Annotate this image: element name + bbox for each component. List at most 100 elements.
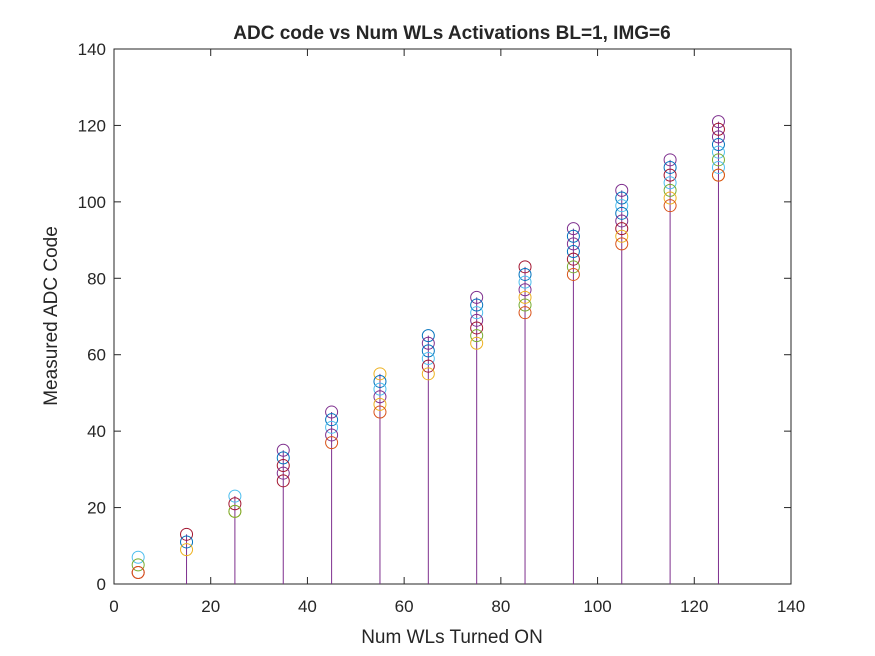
data-point <box>566 245 580 259</box>
x-tick-label: 60 <box>395 597 414 616</box>
data-point <box>325 413 339 427</box>
data-point <box>325 420 339 434</box>
x-tick-label: 20 <box>201 597 220 616</box>
data-point <box>276 459 290 473</box>
data-point <box>470 290 484 304</box>
data-point <box>615 191 629 205</box>
data-point <box>470 313 484 327</box>
x-tick-label: 100 <box>583 597 611 616</box>
data-point <box>518 267 532 281</box>
data-point <box>421 367 435 381</box>
data-point <box>373 382 387 396</box>
data-point <box>180 527 194 541</box>
data-markers <box>131 115 725 580</box>
data-point <box>711 145 725 159</box>
x-tick-label: 120 <box>680 597 708 616</box>
x-tick-label: 40 <box>298 597 317 616</box>
data-point <box>518 290 532 304</box>
data-point <box>615 237 629 251</box>
y-tick-label: 80 <box>87 269 106 288</box>
data-point <box>615 183 629 197</box>
data-point <box>228 489 242 503</box>
y-tick-label: 140 <box>78 40 106 59</box>
data-point <box>615 222 629 236</box>
y-axis-label: Measured ADC Code <box>41 226 62 406</box>
data-point <box>276 443 290 457</box>
data-point <box>518 298 532 312</box>
data-point <box>421 336 435 350</box>
data-point <box>276 466 290 480</box>
data-point <box>131 550 145 564</box>
data-point <box>711 153 725 167</box>
data-point <box>325 405 339 419</box>
data-point <box>663 199 677 213</box>
x-tick-label: 80 <box>491 597 510 616</box>
y-tick-label: 120 <box>78 116 106 135</box>
data-point <box>663 168 677 182</box>
data-point <box>470 336 484 350</box>
stem-lines <box>186 121 719 584</box>
data-point <box>518 283 532 297</box>
data-point <box>615 214 629 228</box>
data-point <box>566 252 580 266</box>
data-point <box>131 566 145 580</box>
data-point <box>131 558 145 572</box>
data-point <box>711 138 725 152</box>
x-axis-label: Num WLs Turned ON <box>361 627 543 648</box>
data-point <box>663 153 677 167</box>
plot-area <box>113 48 792 585</box>
data-point <box>325 436 339 450</box>
data-point <box>421 344 435 358</box>
data-point <box>711 168 725 182</box>
data-point <box>566 260 580 274</box>
data-point <box>373 397 387 411</box>
data-point <box>711 122 725 136</box>
data-point <box>711 160 725 174</box>
data-point <box>615 199 629 213</box>
chart-title: ADC code vs Num WLs Activations BL=1, IM… <box>233 23 670 44</box>
data-point <box>663 176 677 190</box>
y-tick-label: 60 <box>87 346 106 365</box>
data-point <box>373 367 387 381</box>
data-point <box>421 359 435 373</box>
data-point <box>711 115 725 129</box>
y-axis-ticks: 0 20 40 60 80 100 120 140 <box>78 40 791 594</box>
data-point <box>470 306 484 320</box>
data-point <box>470 329 484 343</box>
data-point <box>325 428 339 442</box>
data-point <box>421 352 435 366</box>
y-tick-label: 20 <box>87 499 106 518</box>
data-point <box>566 267 580 281</box>
y-tick-label: 40 <box>87 422 106 441</box>
data-point <box>663 191 677 205</box>
data-point <box>566 229 580 243</box>
data-point <box>711 130 725 144</box>
data-point <box>566 237 580 251</box>
x-tick-label: 0 <box>109 597 118 616</box>
data-point <box>373 405 387 419</box>
data-point <box>180 543 194 557</box>
data-point <box>228 504 242 518</box>
data-point <box>518 306 532 320</box>
data-point <box>566 222 580 236</box>
data-point <box>615 229 629 243</box>
data-point <box>276 451 290 465</box>
y-tick-label: 100 <box>78 193 106 212</box>
x-tick-label: 140 <box>777 597 805 616</box>
x-axis-ticks: 0 20 40 60 80 100 120 140 <box>109 49 805 616</box>
data-point <box>470 298 484 312</box>
data-point <box>615 206 629 220</box>
data-point <box>663 160 677 174</box>
data-point <box>373 390 387 404</box>
data-point <box>373 374 387 388</box>
data-point <box>228 497 242 511</box>
data-point <box>518 260 532 274</box>
data-point <box>470 321 484 335</box>
data-point <box>180 535 194 549</box>
y-tick-label: 0 <box>97 575 106 594</box>
data-point <box>663 183 677 197</box>
data-point <box>276 474 290 488</box>
data-point <box>518 275 532 289</box>
data-point <box>421 329 435 343</box>
